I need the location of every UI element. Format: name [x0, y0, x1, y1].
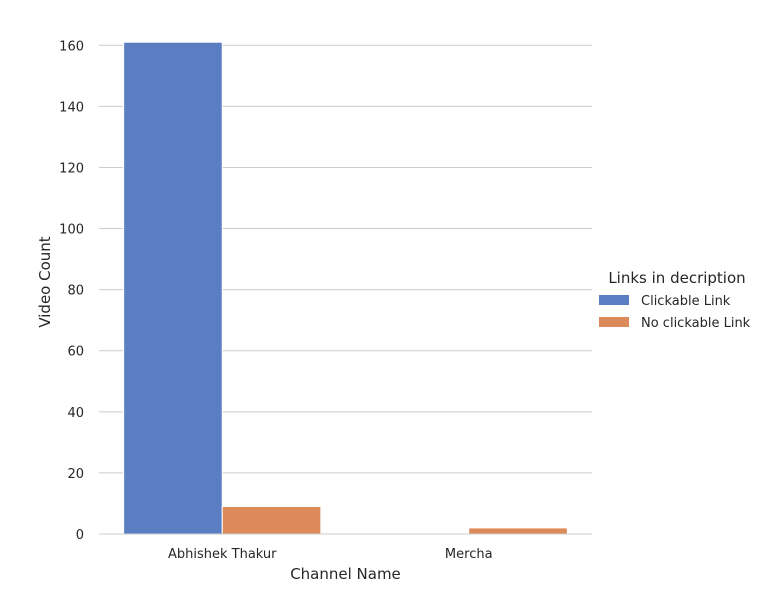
legend-title: Links in decription — [608, 269, 745, 287]
legend-swatch — [599, 317, 629, 327]
x-tick-label: Abhishek Thakur — [168, 547, 277, 562]
y-tick-labels: 0 20 40 60 80 100 120 140 160 — [59, 39, 84, 543]
x-tick-label: Mercha — [445, 547, 493, 562]
y-tick-label: 120 — [59, 161, 84, 176]
x-axis-label: Channel Name — [290, 565, 401, 583]
y-tick-label: 160 — [59, 39, 84, 54]
legend-swatch — [599, 295, 629, 305]
legend-label: Clickable Link — [641, 294, 731, 309]
legend: Links in decription Clickable Link No cli… — [599, 269, 751, 331]
bar — [123, 41, 223, 535]
bars — [123, 41, 568, 535]
y-tick-label: 0 — [76, 528, 84, 543]
y-tick-label: 100 — [59, 223, 84, 238]
legend-label: No clickable Link — [641, 316, 751, 331]
bar — [221, 506, 322, 535]
y-tick-label: 140 — [59, 100, 84, 115]
y-axis-label: Video Count — [36, 236, 54, 327]
y-tick-label: 80 — [67, 284, 84, 299]
y-tick-label: 20 — [67, 467, 84, 482]
y-tick-label: 60 — [67, 345, 84, 360]
y-tick-label: 40 — [67, 406, 84, 421]
bar — [468, 527, 568, 535]
x-tick-labels: Abhishek Thakur Mercha — [168, 547, 493, 562]
